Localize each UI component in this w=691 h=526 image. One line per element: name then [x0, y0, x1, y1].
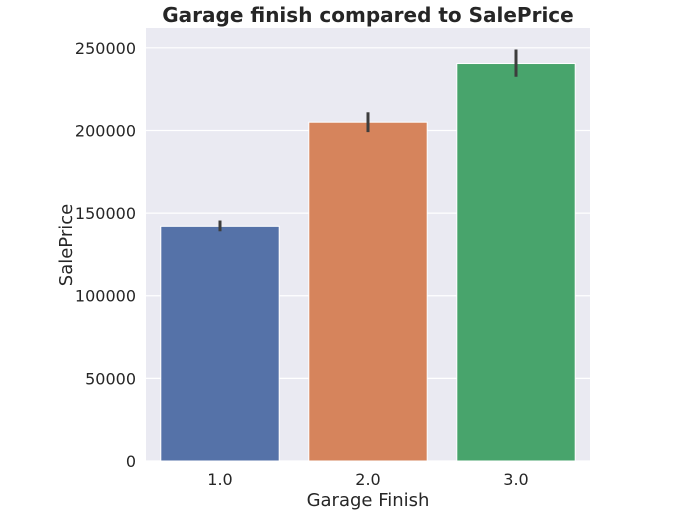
x-tick-label: 1.0	[207, 470, 232, 489]
bar-1.0	[160, 225, 280, 462]
y-axis-label: SalePrice	[56, 204, 77, 286]
x-tick-label: 3.0	[503, 470, 528, 489]
x-tick-labels: 1.0 2.0 3.0	[207, 470, 528, 489]
y-tick-label: 100000	[75, 287, 136, 306]
bar-3.0	[456, 63, 576, 462]
y-tick-labels: 0 50000 100000 150000 200000 250000	[75, 39, 136, 471]
y-tick-label: 200000	[75, 121, 136, 140]
y-tick-label: 250000	[75, 39, 136, 58]
x-tick-label: 2.0	[355, 470, 380, 489]
y-tick-label: 0	[126, 452, 136, 471]
chart-title: Garage finish compared to SalePrice	[162, 3, 573, 27]
y-tick-label: 150000	[75, 204, 136, 223]
bar-2.0	[308, 121, 428, 462]
error-bars	[218, 49, 518, 232]
x-axis-label: Garage Finish	[307, 490, 430, 511]
y-tick-label: 50000	[85, 369, 136, 388]
bars	[160, 63, 576, 462]
